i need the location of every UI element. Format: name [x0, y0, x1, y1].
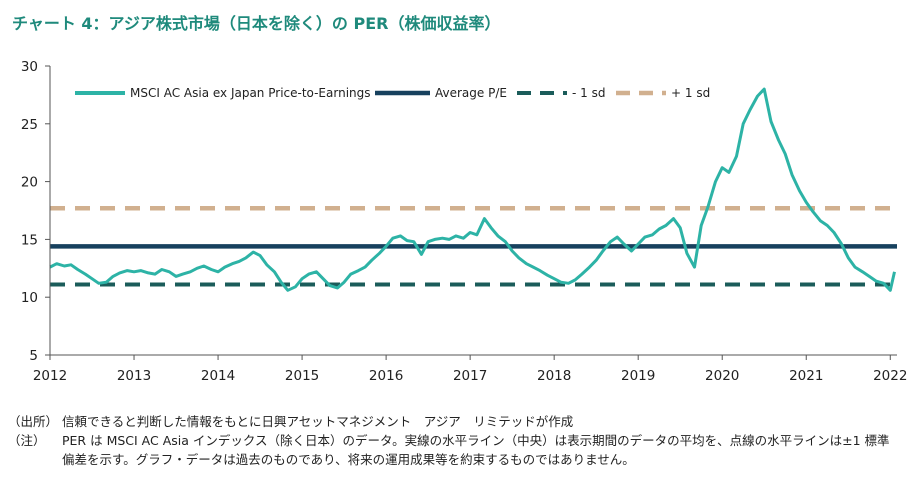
pe-chart: MSCI AC Asia ex Japan Price-to-Earnings A… [21, 59, 908, 384]
x-tick-label: 2017 [453, 368, 487, 384]
x-tick-label: 2015 [285, 368, 319, 384]
legend-plus-1sd-label: + 1 sd [671, 86, 710, 100]
legend-msci-label: MSCI AC Asia ex Japan Price-to-Earnings [130, 86, 371, 100]
x-tick-label: 2014 [201, 368, 235, 384]
y-tick-label: 30 [21, 59, 38, 75]
source-note: （出所） 信頼できると判断した情報をもとに日興アセットマネジメント アジア リミ… [8, 412, 902, 431]
x-tick-label: 2013 [117, 368, 151, 384]
x-tick-label: 2019 [621, 368, 655, 384]
y-tick-label: 25 [21, 117, 38, 133]
y-tick-label: 5 [29, 348, 38, 364]
x-tick-label: 2016 [369, 368, 403, 384]
x-tick-label: 2018 [537, 368, 571, 384]
source-text: 信頼できると判断した情報をもとに日興アセットマネジメント アジア リミテッドが作… [62, 414, 574, 429]
x-tick-label: 2020 [705, 368, 739, 384]
legend-average-label: Average P/E [435, 86, 507, 100]
source-head: （出所） [8, 414, 59, 429]
x-tick-label: 2022 [873, 368, 907, 384]
notes: （出所） 信頼できると判断した情報をもとに日興アセットマネジメント アジア リミ… [8, 412, 902, 469]
msci-pe-series-line [49, 87, 896, 292]
y-tick-label: 15 [21, 232, 38, 248]
footnote-text: PER は MSCI AC Asia インデックス（除く日本）のデータ。実線の水… [62, 433, 890, 467]
x-tick-label: 2021 [789, 368, 823, 384]
footnote: （注） PER は MSCI AC Asia インデックス（除く日本）のデータ。… [8, 431, 902, 469]
legend: MSCI AC Asia ex Japan Price-to-Earnings A… [75, 86, 710, 100]
footnote-head: （注） [8, 433, 46, 448]
chart-title: チャート 4：アジア株式市場（日本を除く）の PER（株価収益率） [12, 14, 501, 33]
y-tick-label: 10 [21, 290, 38, 306]
x-tick-label: 2012 [33, 368, 67, 384]
legend-minus-1sd-label: - 1 sd [572, 86, 605, 100]
y-tick-label: 20 [21, 175, 38, 191]
